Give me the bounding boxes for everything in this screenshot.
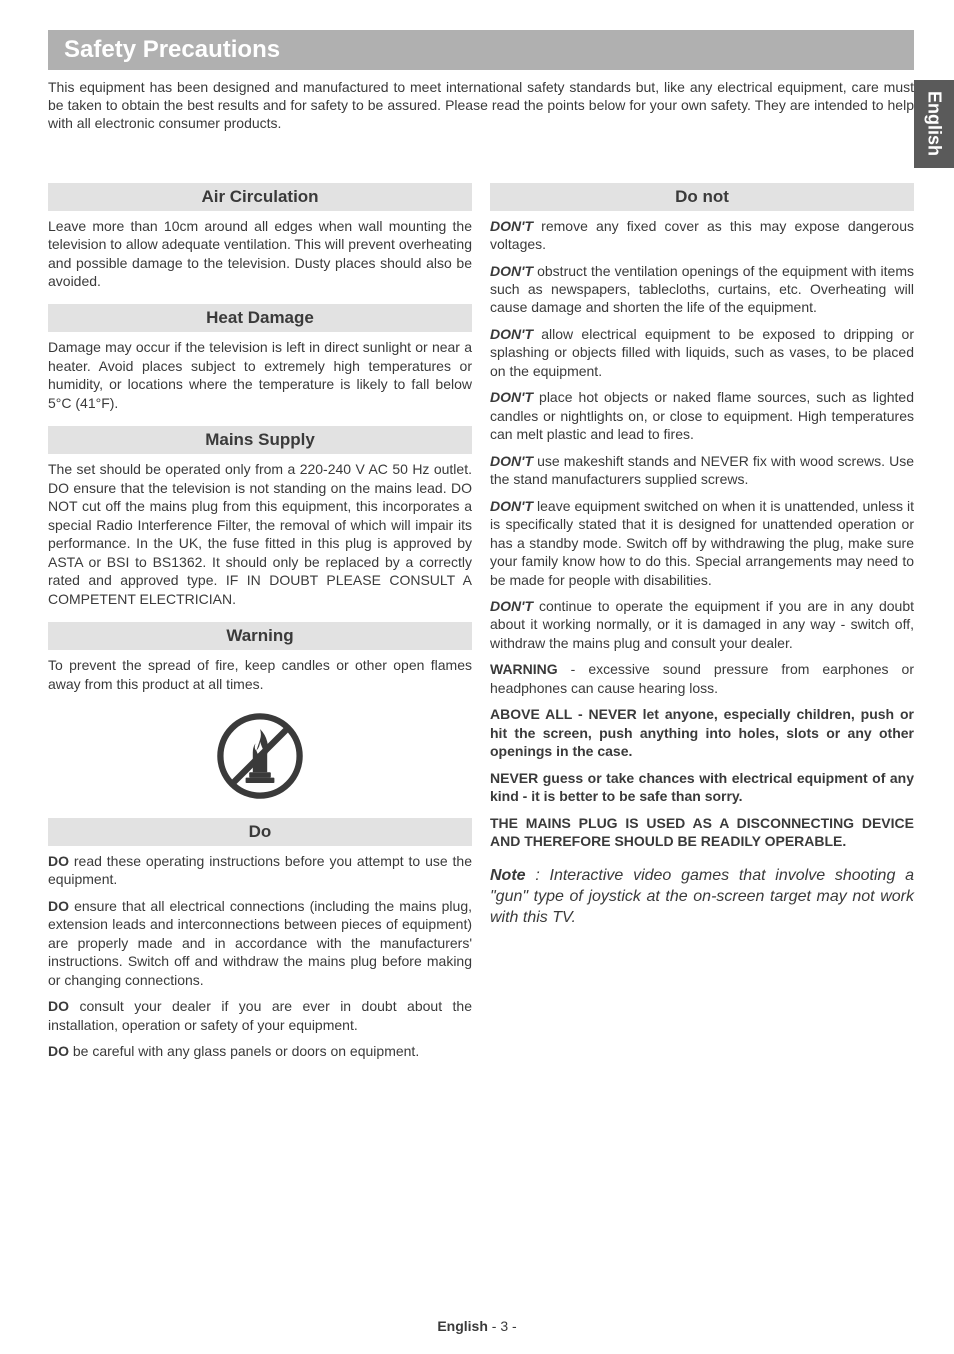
air-circulation-text: Leave more than 10cm around all edges wh… bbox=[48, 217, 472, 291]
page-title: Safety Precautions bbox=[48, 30, 914, 70]
no-flame-icon-wrap bbox=[48, 711, 472, 804]
dont-item-5: DON'T use makeshift stands and NEVER fix… bbox=[490, 452, 914, 489]
note-body: : Interactive video games that involve s… bbox=[490, 867, 914, 926]
intro-text: This equipment has been designed and man… bbox=[48, 78, 914, 133]
do-label: DO bbox=[48, 898, 69, 914]
dont-label: DON'T bbox=[490, 263, 533, 279]
warning-text: To prevent the spread of fire, keep cand… bbox=[48, 656, 472, 693]
footer-after: - bbox=[508, 1318, 517, 1334]
footer-lang: English bbox=[437, 1318, 488, 1334]
dont-item-1: DON'T remove any fixed cover as this may… bbox=[490, 217, 914, 254]
do-item-3: DO consult your dealer if you are ever i… bbox=[48, 997, 472, 1034]
bold-text: NEVER guess or take chances with electri… bbox=[490, 770, 914, 804]
dont-text: use makeshift stands and NEVER fix with … bbox=[490, 453, 914, 487]
warning-label: WARNING bbox=[490, 661, 558, 677]
dont-label: DON'T bbox=[490, 326, 533, 342]
dont-text: allow electrical equipment to be exposed… bbox=[490, 326, 914, 379]
bold-warning-3: THE MAINS PLUG IS USED AS A DISCONNECTIN… bbox=[490, 814, 914, 851]
dont-item-2: DON'T obstruct the ventilation openings … bbox=[490, 262, 914, 317]
bold-text: THE MAINS PLUG IS USED AS A DISCONNECTIN… bbox=[490, 815, 914, 849]
right-column: Do not DON'T remove any fixed cover as t… bbox=[490, 183, 914, 1069]
dont-label: DON'T bbox=[490, 218, 533, 234]
dont-text: leave equipment switched on when it is u… bbox=[490, 498, 914, 588]
do-text: consult your dealer if you are ever in d… bbox=[48, 998, 472, 1032]
dont-label: DON'T bbox=[490, 498, 533, 514]
heading-heat-damage: Heat Damage bbox=[48, 304, 472, 332]
dont-text: place hot objects or naked flame sources… bbox=[490, 389, 914, 442]
left-column: Air Circulation Leave more than 10cm aro… bbox=[48, 183, 472, 1069]
dont-label: DON'T bbox=[490, 389, 533, 405]
heading-air-circulation: Air Circulation bbox=[48, 183, 472, 211]
dont-text: obstruct the ventilation openings of the… bbox=[490, 263, 914, 316]
content-columns: Air Circulation Leave more than 10cm aro… bbox=[48, 183, 914, 1069]
dont-text: remove any fixed cover as this may expos… bbox=[490, 218, 914, 252]
bold-warning-2: NEVER guess or take chances with electri… bbox=[490, 769, 914, 806]
mains-supply-text: The set should be operated only from a 2… bbox=[48, 460, 472, 608]
dont-text: continue to operate the equipment if you… bbox=[490, 598, 914, 651]
do-text: ensure that all electrical connections (… bbox=[48, 898, 472, 988]
note-label: Note bbox=[490, 867, 526, 884]
dont-label: DON'T bbox=[490, 598, 533, 614]
heading-warning: Warning bbox=[48, 622, 472, 650]
footer-page-number: 3 bbox=[500, 1318, 508, 1334]
heading-do: Do bbox=[48, 818, 472, 846]
dont-item-3: DON'T allow electrical equipment to be e… bbox=[490, 325, 914, 380]
dont-item-7: DON'T continue to operate the equipment … bbox=[490, 597, 914, 652]
do-text: read these operating instructions before… bbox=[48, 853, 472, 887]
footer-sep: - bbox=[488, 1318, 500, 1334]
do-item-4: DO be careful with any glass panels or d… bbox=[48, 1042, 472, 1060]
warning-sound: WARNING - excessive sound pressure from … bbox=[490, 660, 914, 697]
do-label: DO bbox=[48, 998, 69, 1014]
note-text: Note : Interactive video games that invo… bbox=[490, 865, 914, 928]
dont-item-4: DON'T place hot objects or naked flame s… bbox=[490, 388, 914, 443]
do-label: DO bbox=[48, 853, 69, 869]
do-label: DO bbox=[48, 1043, 69, 1059]
language-tab: English bbox=[914, 80, 954, 168]
bold-warning-1: ABOVE ALL - NEVER let anyone, especially… bbox=[490, 705, 914, 760]
no-flame-icon bbox=[215, 711, 305, 804]
do-item-1: DO read these operating instructions bef… bbox=[48, 852, 472, 889]
do-text: be careful with any glass panels or door… bbox=[69, 1043, 419, 1059]
dont-item-6: DON'T leave equipment switched on when i… bbox=[490, 497, 914, 589]
heading-mains-supply: Mains Supply bbox=[48, 426, 472, 454]
bold-text: ABOVE ALL - NEVER let anyone, especially… bbox=[490, 706, 914, 759]
heat-damage-text: Damage may occur if the television is le… bbox=[48, 338, 472, 412]
heading-do-not: Do not bbox=[490, 183, 914, 211]
do-item-2: DO ensure that all electrical connection… bbox=[48, 897, 472, 989]
dont-label: DON'T bbox=[490, 453, 533, 469]
page-footer: English - 3 - bbox=[0, 1318, 954, 1334]
